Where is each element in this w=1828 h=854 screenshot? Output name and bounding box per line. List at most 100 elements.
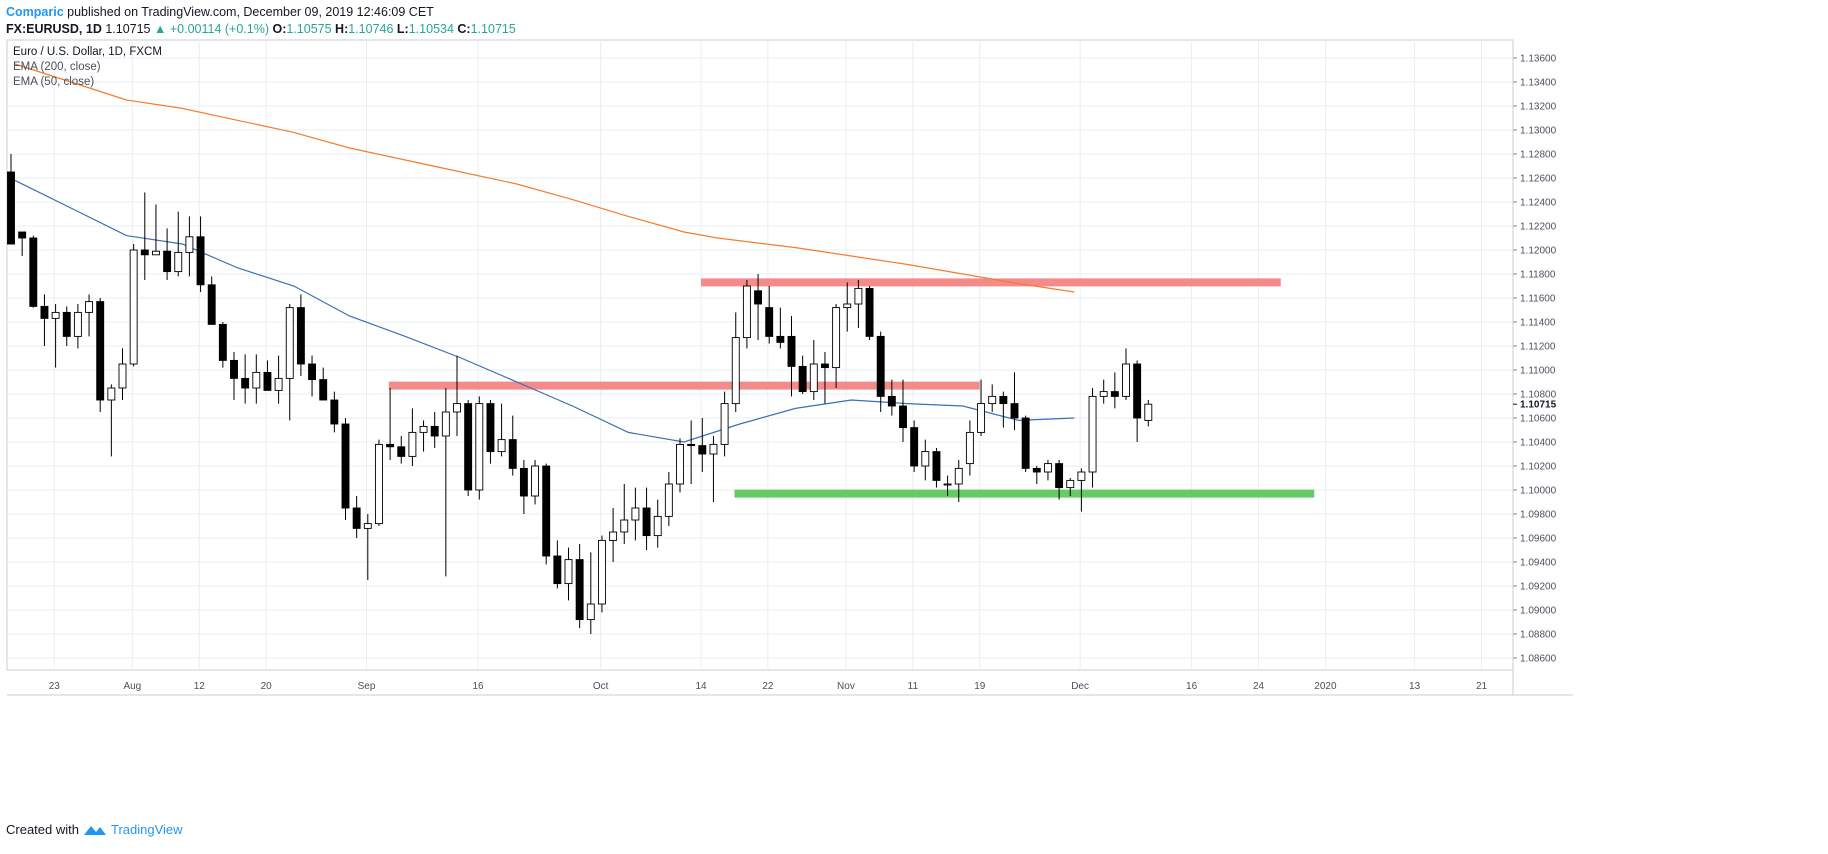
candle-up [1099,379,1108,404]
candle-up [1122,348,1130,400]
candle-up [843,282,852,332]
tradingview-logo-icon[interactable] [83,823,107,837]
candle-body [419,425,428,433]
candle-body [932,451,941,481]
y-tick-label: 1.08800 [1520,630,1557,641]
candle-body [988,395,997,405]
candle-up [631,487,640,541]
candle-down [553,540,562,589]
y-tick-label: 1.11800 [1520,270,1556,281]
candle-down [1021,415,1030,472]
candle-down [230,352,238,400]
candle-down [29,235,38,308]
candle-up [954,460,963,502]
candle-up [943,475,952,496]
candle-body [151,250,160,256]
candle-down [1133,360,1142,442]
candle-body [742,285,751,339]
x-tick-label: 14 [695,681,707,692]
candle-down [821,352,829,404]
candle-down [352,496,361,538]
low-label: L: [396,22,409,36]
candle-body [1133,363,1142,419]
y-tick-label: 1.10800 [1520,390,1557,401]
tradingview-brand[interactable]: TradingView [110,822,183,837]
candle-body [553,555,562,585]
candle-up [564,547,573,601]
y-tick-label: 1.11600 [1520,294,1556,305]
x-tick-label: Aug [123,681,141,692]
candle-body [687,443,696,447]
candle-down [519,460,528,514]
candle-up [441,388,450,577]
candle-body [1110,391,1119,397]
candle-body [620,519,629,533]
candle-down [241,354,250,404]
candle-body [508,439,517,469]
candle-down [798,355,807,394]
candle-body [631,507,640,521]
candle-body [542,465,551,557]
candle-up [531,460,539,505]
candle-up [252,354,261,404]
candle-down [642,487,651,550]
candle-body [943,483,952,486]
candle-up [363,514,372,580]
candle-body [653,515,662,537]
candle-up [676,438,684,493]
candle-body [586,603,595,621]
candle-body [252,371,261,389]
low-value: 1.10534 [408,22,454,36]
x-tick-label: 12 [194,681,206,692]
candle-body [598,539,606,605]
zone-support [734,489,1315,498]
symbol-label: FX:EURUSD, 1D [6,22,102,36]
candle-body [564,559,573,585]
candle-up [1066,478,1075,496]
candle-up [620,484,629,544]
candle-up [809,340,818,400]
x-tick-label: 16 [472,681,484,692]
candle-down [999,391,1008,428]
candle-body [843,303,852,309]
candle-up [274,355,283,404]
publish-line: Comparic published on TradingView.com, D… [6,4,516,21]
candle-up [586,552,595,634]
candle-body [1144,403,1153,421]
candle-body [486,403,495,453]
candle-body [642,507,651,537]
candle-down [386,388,395,460]
y-tick-label: 1.10200 [1520,462,1557,473]
candle-body [441,411,450,437]
candle-body [453,403,461,413]
candle-down [62,306,71,346]
candle-body [999,395,1008,405]
candle-up [185,216,194,277]
candle-up [475,396,484,500]
candle-up [988,384,997,412]
legend-title: Euro / U.S. Dollar, 1D, FXCM [13,46,162,58]
candle-body [1032,467,1041,473]
author-name[interactable]: Comparic [6,5,64,19]
candle-body [698,445,707,455]
candle-body [118,363,127,389]
candle-down [308,355,316,397]
candle-body [720,403,729,445]
x-tick-label: 19 [974,681,986,692]
candle-body [1099,391,1108,397]
candle-down [787,316,796,397]
y-tick-label: 1.09400 [1520,558,1557,569]
y-tick-label: 1.09800 [1520,510,1557,521]
candle-down [508,415,517,476]
candle-body [51,311,60,319]
candle-body [876,335,885,397]
candle-up [1088,388,1097,488]
y-tick-label: 1.11400 [1520,318,1556,329]
candle-body [1021,417,1030,469]
candle-down [207,276,216,325]
candle-body [62,311,71,337]
candle-up [85,294,94,337]
candle-body [1055,463,1064,489]
